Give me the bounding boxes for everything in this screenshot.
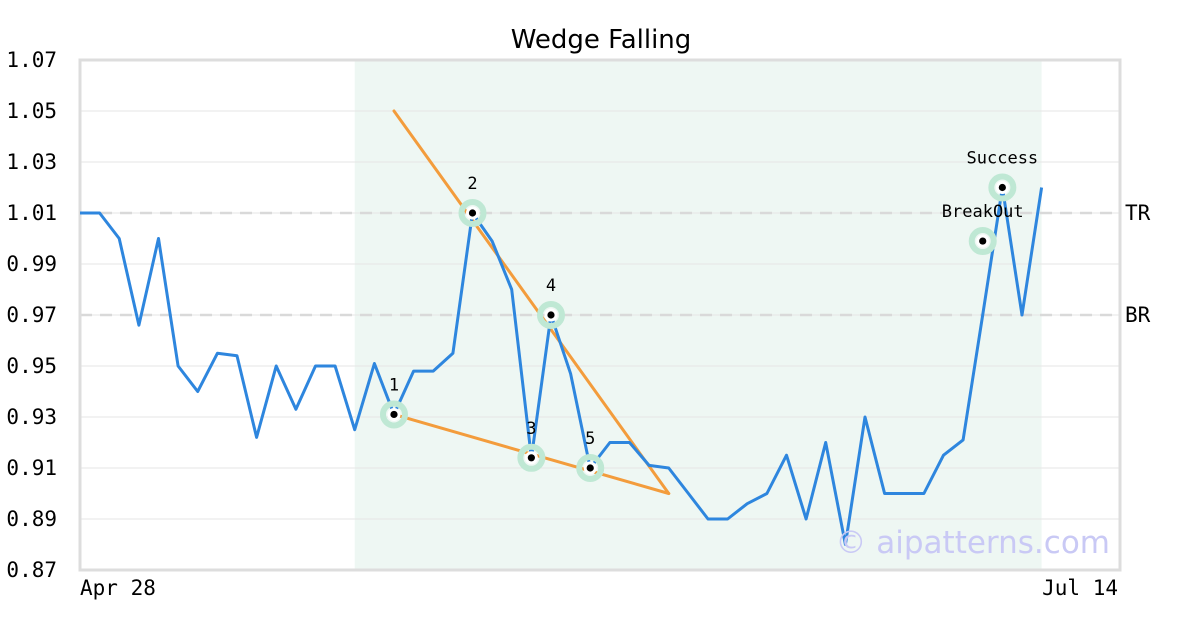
point-marker-dot <box>527 454 535 462</box>
point-label: Success <box>967 149 1039 169</box>
point-label: 5 <box>585 429 595 449</box>
y-tick-label: 1.03 <box>6 150 57 174</box>
point-marker-dot <box>998 183 1006 192</box>
point-marker-ring <box>968 227 997 256</box>
point-marker-ring <box>379 400 408 429</box>
point-label: 2 <box>467 174 477 194</box>
pattern-point: Success <box>967 149 1039 202</box>
point-marker-dot <box>547 311 555 319</box>
price-line <box>80 186 1044 546</box>
chart-title: Wedge Falling <box>511 25 692 55</box>
point-marker-ring <box>458 199 487 227</box>
pattern-point: 2 <box>458 174 487 227</box>
point-marker-dot <box>586 464 594 472</box>
point-marker-ring <box>988 173 1017 202</box>
pattern-point: 4 <box>536 276 565 329</box>
y-tick-label: 0.87 <box>6 558 57 582</box>
y-tick-label: 0.89 <box>6 507 57 531</box>
pattern-point: 1 <box>379 375 408 429</box>
reference-label-tr: TR <box>1125 201 1151 225</box>
reference-lines: TR BR <box>80 201 1151 327</box>
pattern-points: 1 2 3 4 5 BreakOut Success <box>379 149 1039 482</box>
pattern-point: 5 <box>576 429 605 482</box>
point-label: 4 <box>546 276 556 296</box>
y-tick-label: 1.01 <box>6 201 57 225</box>
point-marker-ring <box>517 443 546 472</box>
x-axis-ticks: Apr 28 Jul 14 <box>80 576 1118 600</box>
y-tick-label: 0.91 <box>6 456 57 480</box>
y-tick-label: 0.95 <box>6 354 57 378</box>
pattern-point: 3 <box>517 419 546 472</box>
y-axis-ticks: 1.07 1.05 1.03 1.01 0.99 0.97 0.95 0.93 0.91 0.89… <box>6 48 57 582</box>
point-marker-dot <box>468 209 477 217</box>
point-label: 3 <box>526 419 536 439</box>
reference-label-br: BR <box>1125 303 1151 327</box>
y-tick-label: 1.05 <box>6 99 57 123</box>
point-marker-dot <box>979 237 987 245</box>
x-tick-label: Apr 28 <box>80 576 156 600</box>
pattern-point: BreakOut <box>942 202 1024 256</box>
watermark-text: © aipatterns.com <box>835 525 1110 561</box>
y-tick-label: 0.99 <box>6 252 57 276</box>
y-tick-label: 0.93 <box>6 405 57 429</box>
point-marker-ring <box>576 454 605 482</box>
x-tick-label: Jul 14 <box>1042 576 1118 600</box>
point-label: BreakOut <box>942 202 1024 222</box>
point-marker-ring <box>536 301 565 329</box>
plot-frame <box>78 58 1122 572</box>
point-marker-dot <box>390 410 398 419</box>
y-tick-label: 1.07 <box>6 48 57 72</box>
wedge-upper-line <box>392 109 671 495</box>
y-tick-label: 0.97 <box>6 303 57 327</box>
point-label: 1 <box>389 375 399 395</box>
price-series <box>80 186 1044 546</box>
